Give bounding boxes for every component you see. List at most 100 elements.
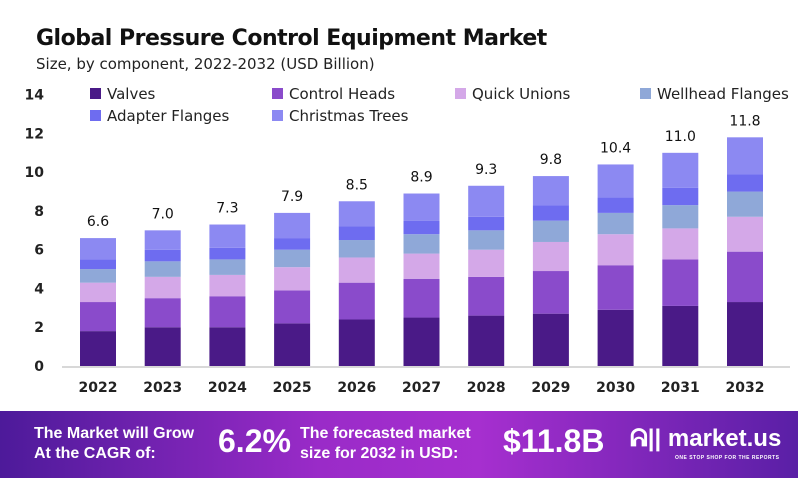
bar-segment-christmas-trees <box>727 137 763 175</box>
bar-segment-adapter-flanges <box>597 197 634 213</box>
bar-segment-valves <box>209 327 246 366</box>
bar-segment-quick-unions <box>274 267 311 291</box>
y-tick-label: 2 <box>34 320 44 336</box>
bar-segment-quick-unions <box>597 234 634 266</box>
y-tick-label: 14 <box>25 88 45 104</box>
bar-segment-christmas-trees <box>403 193 440 221</box>
x-tick-label: 2029 <box>531 380 570 396</box>
x-tick-label: 2024 <box>208 380 247 396</box>
bar-segment-control-heads <box>209 296 246 328</box>
bar-segment-quick-unions <box>403 253 440 279</box>
total-label: 7.9 <box>281 189 303 205</box>
footer-banner: The Market will Grow At the CAGR of: 6.2%… <box>0 411 798 478</box>
forecast-label-line-1: The forecasted market <box>300 425 471 442</box>
x-tick-label: 2027 <box>402 380 441 396</box>
bar-segment-adapter-flanges <box>80 259 116 270</box>
x-tick-label: 2023 <box>143 380 182 396</box>
chart-title: Global Pressure Control Equipment Market <box>36 26 547 51</box>
forecast-label-line-2: size for 2032 in USD: <box>300 445 459 462</box>
bar-segment-wellhead-flanges <box>338 240 375 258</box>
bar-segment-adapter-flanges <box>338 226 375 241</box>
bar-segment-quick-unions <box>144 276 181 299</box>
bar-segment-quick-unions <box>662 228 699 260</box>
bar-segment-control-heads <box>144 298 181 328</box>
legend-item: Adapter Flanges <box>107 107 230 125</box>
total-label: 11.8 <box>729 113 760 129</box>
x-tick-label: 2025 <box>273 380 312 396</box>
legend-item: Wellhead Flanges <box>657 85 789 103</box>
bar-segment-quick-unions <box>532 241 569 272</box>
legend-swatch <box>455 88 466 99</box>
logo-tagline: ONE STOP SHOP FOR THE REPORTS <box>675 455 780 461</box>
bar-segment-wellhead-flanges <box>468 230 505 250</box>
bar-segment-christmas-trees <box>468 185 505 217</box>
bar-segment-control-heads <box>662 259 699 306</box>
bar-segment-wellhead-flanges <box>597 212 634 235</box>
x-tick-label: 2032 <box>726 380 765 396</box>
legend-swatch <box>272 110 283 121</box>
bar-segment-control-heads <box>274 290 311 324</box>
bar-segment-adapter-flanges <box>274 238 311 250</box>
bar-segment-wellhead-flanges <box>144 261 181 277</box>
total-label: 9.8 <box>540 152 562 168</box>
y-tick-label: 12 <box>25 126 44 142</box>
bar-segment-christmas-trees <box>338 201 375 227</box>
legend-swatch <box>640 88 651 99</box>
bar-segment-quick-unions <box>727 216 763 252</box>
legend-swatch <box>272 88 283 99</box>
bar-segment-wellhead-flanges <box>532 220 569 242</box>
bar-segment-control-heads <box>727 251 763 303</box>
bar-segment-valves <box>144 327 181 366</box>
y-tick-label: 8 <box>34 204 44 220</box>
cagr-label-line-1: The Market will Grow <box>34 425 195 442</box>
bar-segment-wellhead-flanges <box>209 259 246 275</box>
bar-segment-christmas-trees <box>209 224 246 248</box>
x-tick-label: 2030 <box>596 380 635 396</box>
logo-text: market.us <box>667 425 782 452</box>
bar-segment-quick-unions <box>468 249 505 277</box>
total-label: 8.9 <box>410 170 432 186</box>
bar-segment-control-heads <box>338 282 375 320</box>
bar-segment-adapter-flanges <box>144 249 181 262</box>
chart-subtitle: Size, by component, 2022-2032 (USD Billi… <box>36 55 375 73</box>
bar-segment-wellhead-flanges <box>662 205 699 229</box>
bar-segment-valves <box>403 317 440 366</box>
total-label: 9.3 <box>475 162 497 178</box>
legend-swatch <box>90 110 101 121</box>
y-tick-label: 0 <box>34 359 44 375</box>
bar-segment-christmas-trees <box>274 212 311 239</box>
total-label: 10.4 <box>600 140 631 156</box>
forecast-value: $11.8B <box>503 423 605 459</box>
total-label: 7.0 <box>152 206 174 222</box>
legend-swatch <box>90 88 101 99</box>
bar-segment-adapter-flanges <box>468 216 505 231</box>
bar-segment-valves <box>468 315 505 366</box>
bar-segment-christmas-trees <box>144 230 181 250</box>
bar-segment-christmas-trees <box>532 176 569 206</box>
legend-item: Valves <box>107 85 156 103</box>
bar-segment-adapter-flanges <box>532 205 569 221</box>
total-label: 6.6 <box>87 214 109 230</box>
bar-segment-valves <box>532 313 569 366</box>
bar-segment-quick-unions <box>338 257 375 283</box>
legend-item: Quick Unions <box>472 85 571 103</box>
bar-segment-quick-unions <box>209 274 246 297</box>
bar-segment-adapter-flanges <box>727 174 763 192</box>
bar-segment-wellhead-flanges <box>274 249 311 268</box>
y-tick-label: 6 <box>34 243 44 259</box>
total-label: 8.5 <box>346 177 368 193</box>
bar-segment-valves <box>662 305 699 366</box>
y-tick-label: 10 <box>25 165 45 181</box>
x-tick-label: 2026 <box>337 380 376 396</box>
bar-segment-christmas-trees <box>662 152 699 188</box>
total-label: 7.3 <box>216 201 238 217</box>
x-tick-label: 2028 <box>467 380 506 396</box>
bar-segment-wellhead-flanges <box>80 269 116 283</box>
bar-segment-control-heads <box>403 278 440 318</box>
bar-segment-wellhead-flanges <box>727 191 763 217</box>
x-tick-label: 2031 <box>661 380 700 396</box>
forecast-label: The forecasted market size for 2032 in US… <box>300 424 471 464</box>
cagr-label: The Market will Grow At the CAGR of: <box>34 424 194 464</box>
legend-item: Control Heads <box>289 85 395 103</box>
x-tick-label: 2022 <box>79 380 118 396</box>
